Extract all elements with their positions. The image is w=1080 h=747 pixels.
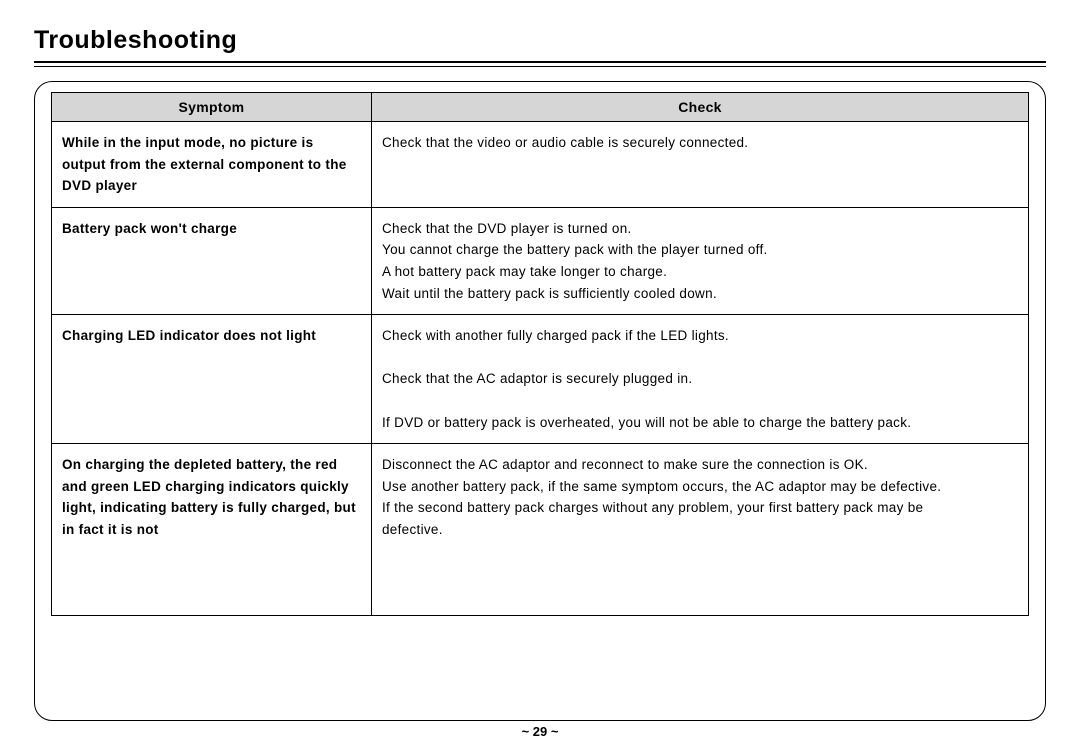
check-line: If the second battery pack charges witho… xyxy=(382,497,1018,519)
check-line xyxy=(382,347,1018,369)
check-line: defective. xyxy=(382,519,1018,541)
check-line xyxy=(382,584,1018,606)
table-row: While in the input mode, no picture is o… xyxy=(52,122,1029,208)
check-cell: Disconnect the AC adaptor and reconnect … xyxy=(372,444,1029,616)
table-panel: Symptom Check While in the input mode, n… xyxy=(34,81,1046,721)
symptom-cell: While in the input mode, no picture is o… xyxy=(52,122,372,208)
check-cell: Check that the DVD player is turned on.Y… xyxy=(372,207,1029,314)
symptom-cell: On charging the depleted battery, the re… xyxy=(52,444,372,616)
check-line: Wait until the battery pack is sufficien… xyxy=(382,283,1018,305)
page-title: Troubleshooting xyxy=(34,26,1046,55)
check-line: A hot battery pack may take longer to ch… xyxy=(382,261,1018,283)
check-line xyxy=(382,390,1018,412)
troubleshooting-table: Symptom Check While in the input mode, n… xyxy=(51,92,1029,616)
header-check: Check xyxy=(372,93,1029,122)
table-header-row: Symptom Check xyxy=(52,93,1029,122)
check-line xyxy=(382,541,1018,563)
title-divider xyxy=(34,61,1046,67)
check-line: If DVD or battery pack is overheated, yo… xyxy=(382,412,1018,434)
check-cell: Check with another fully charged pack if… xyxy=(372,315,1029,444)
check-line: Check that the AC adaptor is securely pl… xyxy=(382,368,1018,390)
check-line: Check that the DVD player is turned on. xyxy=(382,218,1018,240)
check-line: You cannot charge the battery pack with … xyxy=(382,239,1018,261)
check-line: Use another battery pack, if the same sy… xyxy=(382,476,1018,498)
header-symptom: Symptom xyxy=(52,93,372,122)
check-line: Check with another fully charged pack if… xyxy=(382,325,1018,347)
table-row: On charging the depleted battery, the re… xyxy=(52,444,1029,616)
table-row: Charging LED indicator does not light Che… xyxy=(52,315,1029,444)
check-line: Disconnect the AC adaptor and reconnect … xyxy=(382,454,1018,476)
check-line xyxy=(382,562,1018,584)
symptom-cell: Charging LED indicator does not light xyxy=(52,315,372,444)
manual-page: Troubleshooting Symptom Check While in t… xyxy=(0,0,1080,747)
symptom-cell: Battery pack won't charge xyxy=(52,207,372,314)
table-row: Battery pack won't chargeCheck that the … xyxy=(52,207,1029,314)
check-line: Check that the video or audio cable is s… xyxy=(382,132,1018,154)
page-number: ~ 29 ~ xyxy=(0,724,1080,739)
check-cell: Check that the video or audio cable is s… xyxy=(372,122,1029,208)
